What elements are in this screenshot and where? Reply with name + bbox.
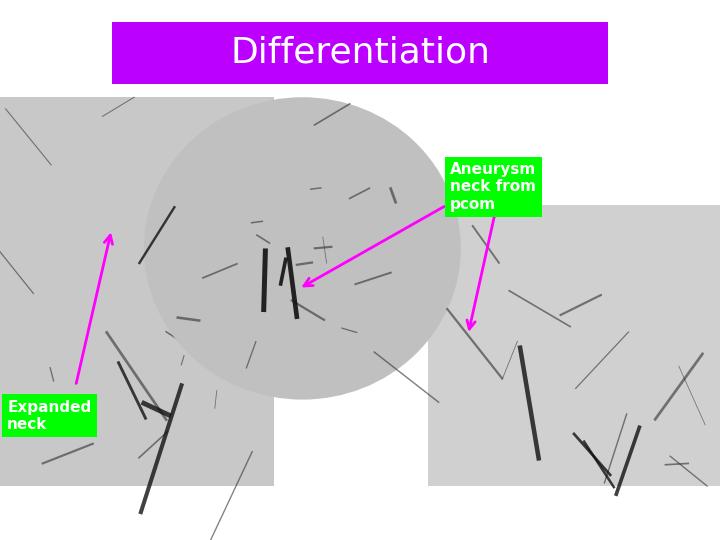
Bar [428, 205, 720, 486]
Ellipse shape [144, 97, 461, 400]
Bar [112, 22, 608, 84]
Bar [0, 97, 274, 486]
Text: Differentiation: Differentiation [230, 36, 490, 70]
Text: Expanded
neck: Expanded neck [7, 400, 91, 432]
Text: Aneurysm
neck from
pcom: Aneurysm neck from pcom [450, 162, 536, 212]
